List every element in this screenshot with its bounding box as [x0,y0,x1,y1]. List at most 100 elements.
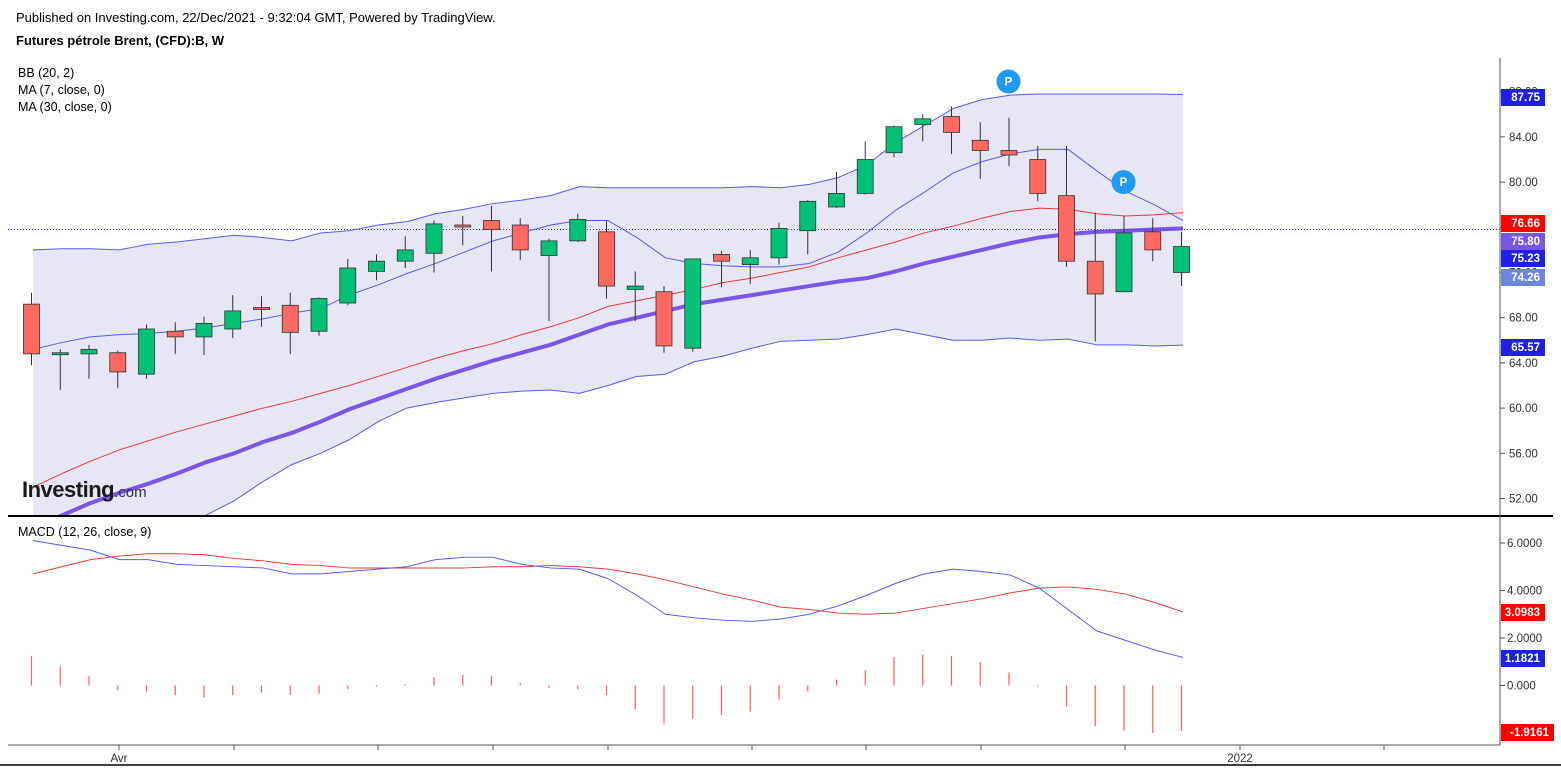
candle [109,350,127,388]
badge-close-text: 74.26 [1511,272,1540,284]
candle-body [138,328,155,375]
candle [23,292,40,366]
x-tick-label: Avr [110,753,127,765]
candle [166,322,184,354]
candle-body [109,352,127,373]
candle [1029,145,1047,202]
candle [1000,117,1018,167]
badge-bb-basis: 75.23 [1501,250,1545,267]
candle-body [51,352,69,356]
candle [1115,216,1133,293]
candle-body [1029,159,1047,194]
ma30-line [54,226,1184,516]
macd-tick-label: 4.0000 [1507,586,1542,598]
candle-body [598,231,615,287]
candle [684,258,702,352]
badge-ma7-text: 76.66 [1511,218,1540,230]
candle-body [569,218,587,242]
candle-body [684,258,702,349]
candle [1144,218,1162,262]
candle [368,254,385,281]
candle-body [195,322,213,338]
badge-macd-text: 1.1821 [1505,653,1541,665]
candle-body [1086,260,1104,295]
y-tick-label: 52.00 [1509,494,1538,506]
bb-upper-line [32,93,1184,251]
investing-logo: Investing.com [22,477,147,502]
y-tick-label: 64.00 [1509,358,1538,370]
candle-body [281,304,299,333]
y-tick-label: 84.00 [1509,132,1538,144]
badge-bb-basis-bg [1501,250,1545,267]
candle-body [943,116,960,133]
candle-body [914,118,932,125]
badge-bb-basis-text: 75.23 [1511,253,1540,265]
candle [540,238,558,322]
candle-body [713,254,730,262]
candle [281,292,299,354]
candle [828,171,845,209]
badge-macd: 1.1821 [1501,650,1545,667]
candle [224,295,242,339]
candle-body [1115,232,1133,293]
badge-bb-upper: 87.75 [1501,89,1545,106]
badge-bb-upper-text: 87.75 [1511,92,1540,104]
candle-body [224,310,242,330]
candle [770,222,788,265]
main-pane [8,93,1500,516]
legend-macd[interactable]: MACD (12, 26, close, 9) [18,525,152,539]
candle [138,324,155,379]
candle-body [425,223,443,254]
candle-body [770,228,788,259]
candle [195,316,213,355]
candle-body [80,348,98,355]
candle [80,344,98,379]
legend-bb[interactable]: BB (20, 2) [18,66,75,80]
badge-close: 74.26 [1501,269,1545,286]
candle [483,205,500,272]
candle [51,349,69,391]
ma7-line [32,207,1184,488]
candle-body [310,298,328,332]
candle [1058,145,1075,267]
candle-body [1173,246,1190,273]
legend-ma30[interactable]: MA (30, close, 0) [18,100,112,114]
legend-ma7[interactable]: MA (7, close, 0) [18,83,105,97]
pivot-circle [996,69,1021,94]
candle [310,297,328,336]
candle [799,200,817,255]
badge-macd-bg [1501,650,1545,667]
published-info: Published on Investing.com, 22/Dec/2021 … [16,10,496,25]
candle-body [339,267,357,304]
candle-body [511,224,529,251]
badge-ma30-bg [1501,233,1545,250]
badge-ma7-bg [1501,215,1545,232]
badge-bb-lower-bg [1501,339,1545,356]
badge-ma30: 75.80 [1501,233,1545,250]
candle-body [454,224,472,228]
badge-hist: -1.9161 [1501,724,1554,741]
macd-tick-label: 6.0000 [1507,538,1542,550]
y-tick-label: 68.00 [1509,313,1538,325]
macd-tick-label: 2.0000 [1507,633,1542,645]
badge-signal-bg [1501,604,1545,621]
candle [943,106,960,154]
candle [971,122,989,179]
candle [425,220,443,273]
candle [655,286,673,353]
candle-body [626,285,644,290]
badge-ma7: 76.66 [1501,215,1545,232]
candle-body [1144,231,1162,251]
pivot-label: P [1005,77,1013,89]
pivot-marker: P [996,69,1021,94]
candle [339,258,357,306]
candle-body [253,307,270,310]
candle-body [396,249,414,262]
candle-body [1000,150,1018,156]
badge-bb-lower-text: 65.57 [1511,342,1540,354]
candle [253,296,270,327]
badge-bb-lower: 65.57 [1501,339,1545,356]
candle-body [856,159,874,194]
candle-body [483,220,500,230]
